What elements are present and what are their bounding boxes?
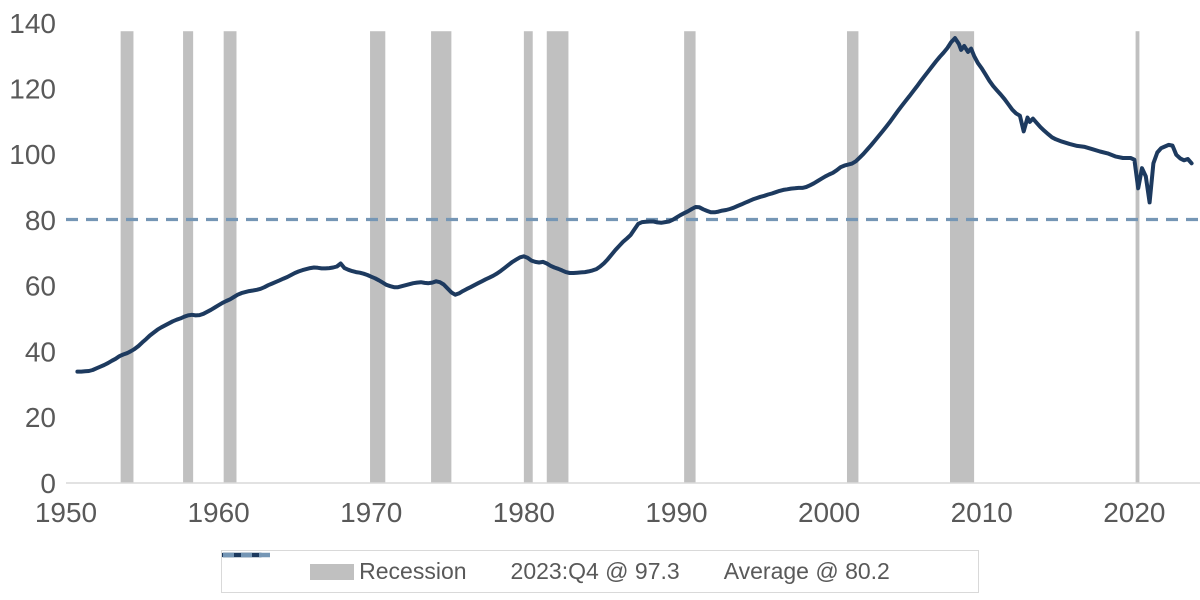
x-tick-label: 1970 bbox=[340, 497, 402, 528]
recession-band bbox=[950, 31, 975, 483]
recession-band bbox=[183, 31, 194, 483]
x-tick-label: 1960 bbox=[187, 497, 249, 528]
recession-band bbox=[546, 31, 569, 483]
legend-label-series: 2023:Q4 @ 97.3 bbox=[510, 558, 680, 584]
recession-band bbox=[431, 31, 452, 483]
y-tick-label: 140 bbox=[9, 8, 56, 39]
legend-label-average: Average @ 80.2 bbox=[723, 558, 890, 584]
legend-label-recession: Recession bbox=[359, 558, 467, 584]
y-tick-label: 60 bbox=[25, 271, 56, 302]
recession-band bbox=[223, 31, 237, 483]
y-tick-label: 40 bbox=[25, 336, 56, 367]
recession-band bbox=[684, 31, 696, 483]
y-tick-label: 0 bbox=[40, 468, 56, 499]
recession-swatch-icon bbox=[310, 563, 355, 580]
x-tick-label: 2020 bbox=[1103, 497, 1165, 528]
legend-item-average: Average @ 80.2 bbox=[223, 552, 890, 585]
average-dash-icon bbox=[223, 552, 277, 558]
recession-band bbox=[846, 31, 859, 483]
x-tick-label: 1980 bbox=[493, 497, 555, 528]
x-tick-label: 1950 bbox=[35, 497, 97, 528]
x-tick-label: 1990 bbox=[645, 497, 707, 528]
recession-band bbox=[1135, 31, 1140, 483]
y-tick-label: 80 bbox=[25, 205, 56, 236]
y-tick-label: 120 bbox=[9, 74, 56, 105]
recession-band bbox=[370, 31, 386, 483]
x-tick-label: 2000 bbox=[798, 497, 860, 528]
y-tick-label: 20 bbox=[25, 402, 56, 433]
x-tick-label: 2010 bbox=[951, 497, 1013, 528]
legend-item-series: 2023:Q4 @ 97.3 bbox=[222, 552, 680, 585]
legend-item-recession: Recession bbox=[310, 558, 467, 585]
recession-band bbox=[120, 31, 134, 483]
y-tick-label: 100 bbox=[9, 139, 56, 170]
legend: Recession 2023:Q4 @ 97.3 Average @ 80.2 bbox=[221, 550, 979, 593]
series-line bbox=[75, 36, 1194, 374]
